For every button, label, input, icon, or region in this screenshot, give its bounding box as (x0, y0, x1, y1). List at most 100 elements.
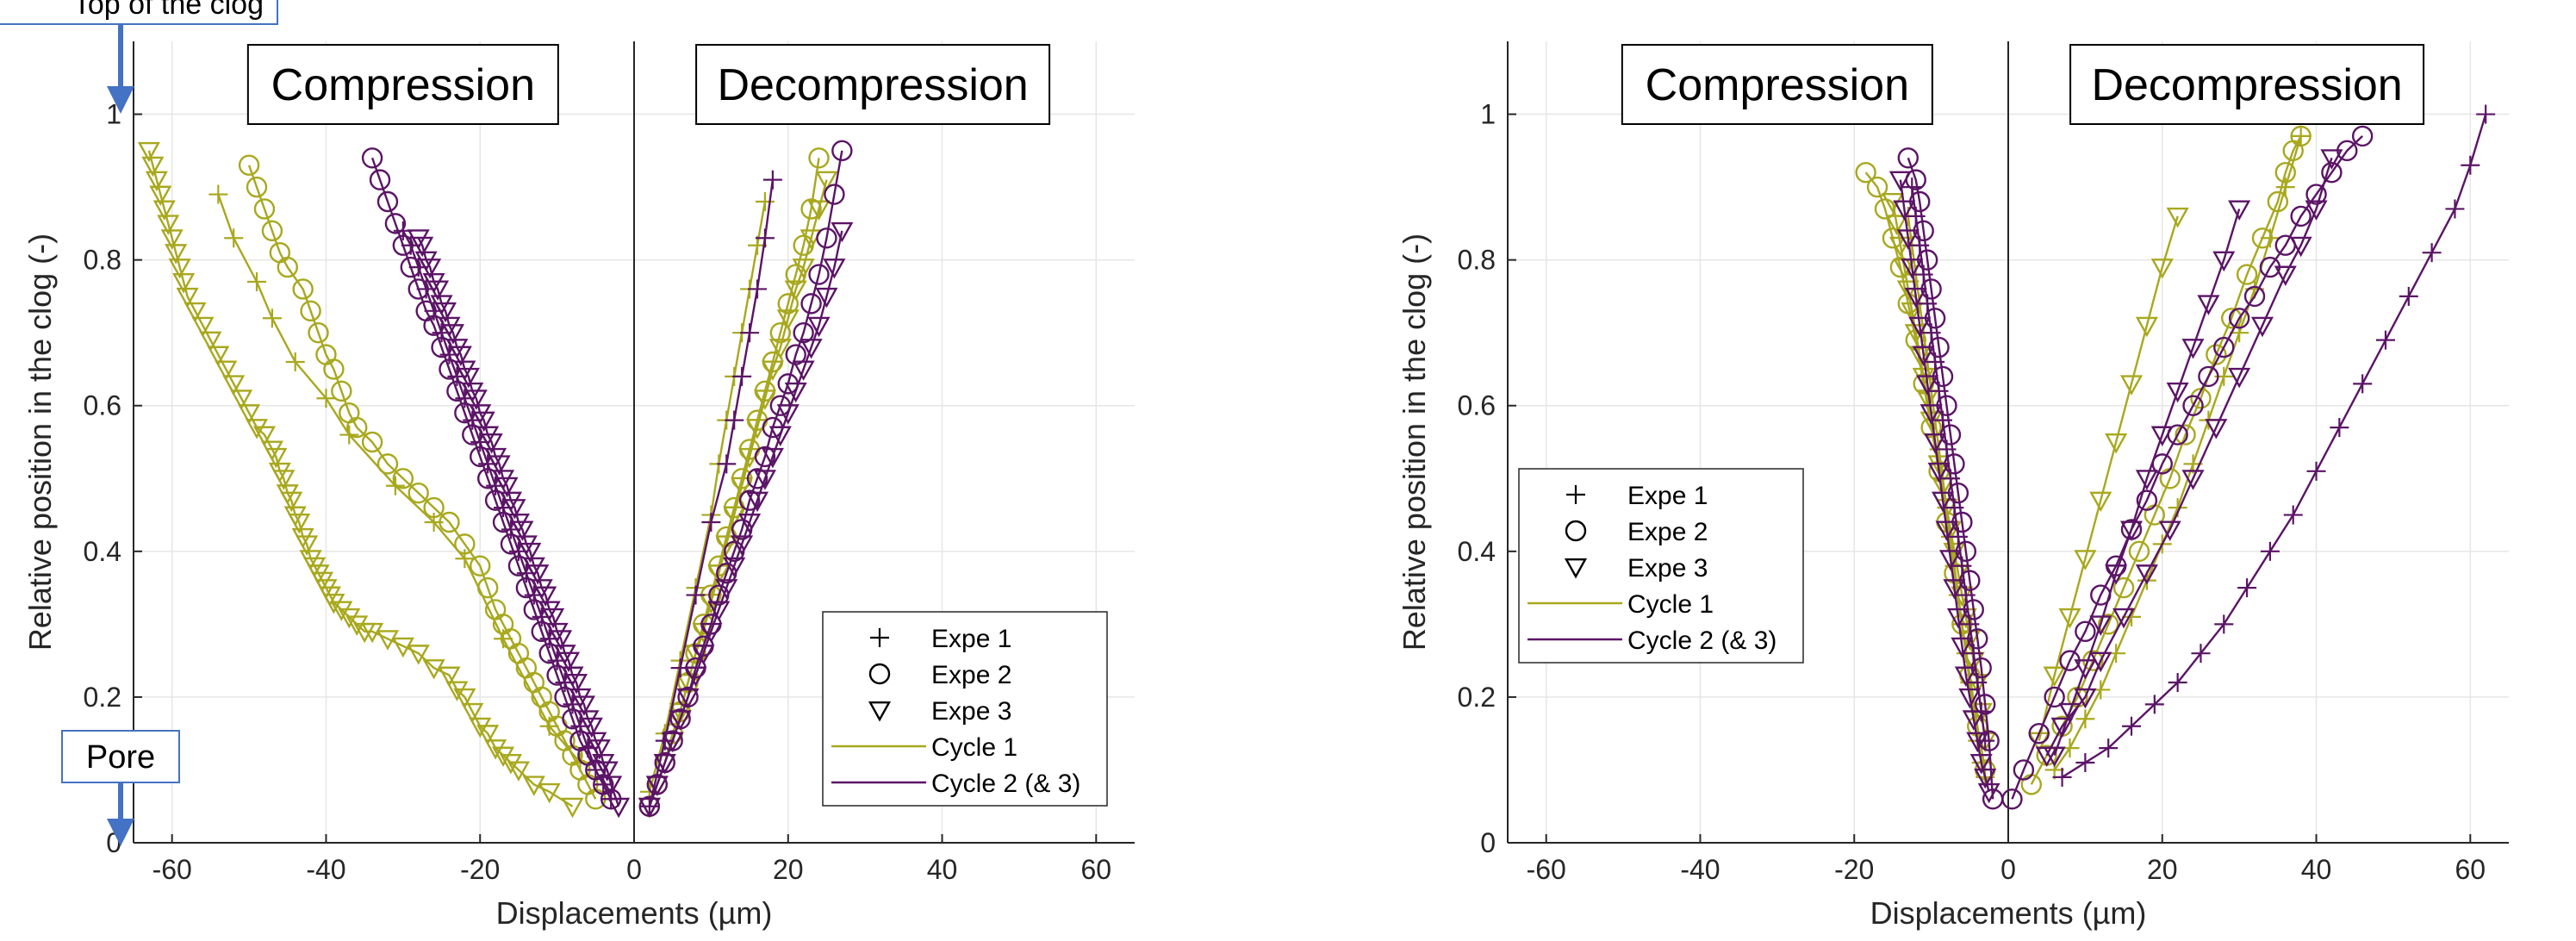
x-tick-label: 20 (773, 854, 804, 885)
series-expe-2-cycle2 (1897, 147, 2004, 810)
legend: Expe 1 Expe 2 Expe 3 Cycle 1 Cycle 2 (& 3) (1518, 468, 1804, 664)
top-label: Top of the clog (73, 0, 264, 21)
y-tick-label: 1 (1480, 99, 1496, 130)
y-tick-label: 0.4 (84, 536, 121, 567)
series-expe-1-cycle2 (2052, 104, 2496, 787)
data-point (2028, 722, 2050, 745)
data-point (701, 513, 721, 532)
data-point (2214, 614, 2234, 634)
data-point (464, 389, 488, 410)
data-point (495, 477, 519, 498)
data-point (449, 346, 472, 367)
x-tick-label: -60 (152, 854, 192, 885)
data-point (454, 533, 476, 555)
data-point (815, 287, 838, 308)
data-point (1943, 579, 1966, 600)
data-point (2166, 382, 2189, 403)
annotations: Top of the clog Pore (0, 0, 278, 846)
data-point (253, 198, 276, 220)
series-line (2030, 135, 2302, 785)
data-point (2150, 259, 2174, 279)
data-point (2074, 688, 2097, 709)
data-point (2044, 686, 2065, 708)
data-point (296, 535, 319, 556)
series-expe-3-cycle2 (2043, 200, 2251, 768)
data-point (2228, 367, 2251, 389)
y-tick-label: 0 (1480, 827, 1496, 858)
data-point (385, 476, 405, 495)
data-point (207, 346, 230, 367)
data-point (1927, 455, 1951, 476)
data-point (1969, 754, 1993, 775)
data-point (2353, 374, 2373, 394)
data-point (815, 171, 838, 192)
data-point (731, 535, 754, 556)
data-point (423, 496, 445, 519)
data-point (2144, 695, 2164, 714)
series-expe-3-cycle2 (1888, 171, 2000, 804)
data-point (768, 426, 792, 447)
legend-marker-plus (1566, 485, 1585, 504)
data-point (526, 564, 550, 585)
data-point (247, 272, 267, 291)
legend-label: Cycle 1 (1627, 590, 1714, 619)
legend: Expe 1 Expe 2 Expe 3 Cycle 1 Cycle 2 (& 3) (822, 611, 1108, 807)
data-point (2058, 608, 2081, 629)
data-point (776, 404, 800, 425)
series-line (370, 157, 613, 800)
series-expe-3-cycle1 (137, 141, 584, 819)
data-point (1966, 732, 1989, 753)
data-point (323, 358, 345, 380)
data-point (149, 185, 172, 207)
data-point (1888, 171, 1912, 192)
pore-label: Pore (86, 739, 155, 776)
series-expe-3-cycle2 (407, 229, 631, 819)
data-point (2112, 576, 2135, 599)
data-point (1946, 608, 1969, 629)
data-point (361, 147, 383, 169)
data-point (2267, 190, 2289, 213)
data-point (292, 278, 314, 300)
x-axis-label: Displacements (µm) (1870, 895, 2147, 931)
data-point (2476, 104, 2496, 124)
data-point (2375, 330, 2395, 350)
series-expe-3-cycle2 (2035, 149, 2343, 768)
data-point (684, 666, 707, 688)
x-tick-label: 60 (1081, 854, 1112, 885)
data-point (2181, 339, 2205, 359)
data-point (2075, 620, 2096, 643)
data-point (2128, 540, 2150, 563)
data-point (2422, 243, 2442, 263)
series-line (1907, 157, 1994, 800)
x-tick-label: -60 (1527, 854, 1566, 885)
data-point (661, 732, 684, 753)
data-point (715, 535, 738, 556)
data-point (184, 302, 207, 323)
data-point (600, 776, 623, 796)
x-tick-label: 40 (927, 854, 958, 885)
data-point (755, 192, 775, 211)
data-point (800, 198, 822, 220)
data-point (732, 366, 752, 386)
data-point (1912, 346, 1935, 367)
data-point (557, 651, 581, 673)
data-point (2175, 424, 2196, 446)
data-point (272, 470, 296, 490)
data-point (755, 228, 775, 248)
data-point (1974, 768, 1997, 789)
data-point (316, 389, 336, 408)
series-line (2011, 135, 2363, 800)
data-point (731, 477, 754, 498)
data-point (2166, 207, 2189, 228)
data-point (168, 259, 191, 279)
series-line (401, 230, 613, 800)
data-point (2119, 375, 2144, 396)
data-point (2212, 251, 2236, 272)
data-point (376, 630, 400, 651)
data-point (1938, 550, 1963, 570)
data-point (2001, 788, 2023, 810)
data-point (522, 776, 545, 796)
data-point (800, 229, 823, 250)
data-point (488, 455, 511, 476)
